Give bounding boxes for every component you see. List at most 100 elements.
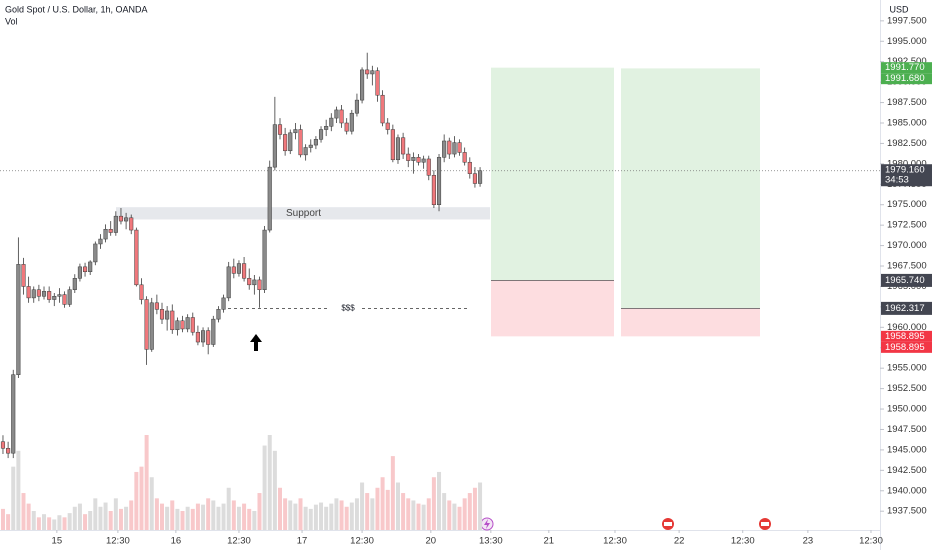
candle-body xyxy=(108,228,113,233)
candle-body xyxy=(118,215,124,222)
volume-bar xyxy=(283,498,288,530)
candle-body xyxy=(411,157,416,161)
volume-title: Vol xyxy=(5,16,18,26)
candle-body xyxy=(344,122,349,132)
candle-body xyxy=(195,331,200,343)
volume-bar xyxy=(431,477,436,530)
volume-bar xyxy=(442,493,447,530)
price-badge xyxy=(881,273,932,287)
candle-body xyxy=(16,264,21,375)
volume-bar xyxy=(467,493,472,530)
volume-bar xyxy=(334,498,339,530)
candle-body xyxy=(41,291,47,297)
price-badge-label: 1991.680 xyxy=(885,73,925,84)
volume-bar xyxy=(421,504,426,530)
volume-bar xyxy=(195,503,200,530)
candle-body xyxy=(200,330,206,343)
candle-body xyxy=(77,266,82,279)
x-tick-label: 16 xyxy=(171,536,182,547)
y-tick-label: 1942.500 xyxy=(887,465,927,476)
candle-body xyxy=(334,109,339,119)
candle-body xyxy=(159,309,165,320)
price-badge xyxy=(881,330,932,342)
volume-bar xyxy=(462,498,467,530)
x-tick-label: 22 xyxy=(674,536,685,547)
candle-body xyxy=(257,279,262,290)
candle-body xyxy=(457,142,462,153)
candle-body xyxy=(339,109,344,124)
volume-bar xyxy=(370,498,375,530)
x-tick-label: 13:30 xyxy=(479,536,503,547)
volume-bar xyxy=(170,500,175,530)
volume-bar xyxy=(360,482,365,530)
volume-bar xyxy=(272,450,277,530)
x-tick-label: 17 xyxy=(297,536,308,547)
volume-bar xyxy=(129,500,134,530)
volume-bar xyxy=(108,511,113,530)
candle-body xyxy=(288,132,293,152)
candle-body xyxy=(113,215,118,233)
candle-body xyxy=(144,299,149,350)
volume-bar xyxy=(83,514,88,530)
volume-bar xyxy=(329,503,334,530)
candle-body xyxy=(231,266,236,274)
candle-body xyxy=(401,137,406,155)
volume-bar xyxy=(437,471,442,530)
candle-body xyxy=(36,289,41,297)
volume-bar xyxy=(93,498,98,530)
volume-bar xyxy=(416,503,421,530)
volume-bar xyxy=(247,508,252,530)
y-tick-label: 1940.000 xyxy=(887,485,927,496)
y-tick-label: 1995.000 xyxy=(887,36,927,47)
candle-body xyxy=(0,441,6,449)
candle-body xyxy=(247,278,252,286)
volume-bar xyxy=(262,445,267,530)
x-tick-label: 12:30 xyxy=(350,536,374,547)
candle-body xyxy=(272,124,277,168)
candle-body xyxy=(47,291,52,300)
y-tick-label: 1997.500 xyxy=(887,15,927,26)
candle-body xyxy=(170,310,175,331)
candle-body xyxy=(442,140,447,158)
candle-body xyxy=(431,175,436,205)
candle-body xyxy=(426,158,431,176)
volume-bar xyxy=(31,511,36,530)
price-badge xyxy=(881,341,932,353)
support-zone xyxy=(116,207,490,220)
candle-body xyxy=(390,129,395,161)
x-tick-label: 21 xyxy=(544,536,555,547)
x-tick-label: 12:30 xyxy=(859,536,883,547)
volume-bar xyxy=(478,482,483,530)
candle-body xyxy=(462,152,467,163)
volume-bar xyxy=(452,503,457,530)
candle-body xyxy=(252,279,257,286)
volume-bar xyxy=(472,487,477,530)
volume-bar xyxy=(52,519,57,530)
candle-body xyxy=(175,320,180,331)
volume-bar xyxy=(221,503,226,530)
volume-bar xyxy=(165,506,170,530)
volume-bar xyxy=(124,506,129,530)
volume-bar xyxy=(375,487,380,530)
candle-body xyxy=(129,217,134,231)
volume-bar xyxy=(390,456,395,530)
volume-bar xyxy=(118,508,123,530)
candle-body xyxy=(395,137,401,161)
volume-bar xyxy=(180,511,185,530)
candle-body xyxy=(149,302,154,350)
volume-bar xyxy=(149,477,154,530)
candle-body xyxy=(57,294,62,297)
volume-bar xyxy=(42,514,47,530)
volume-bar xyxy=(339,500,344,530)
volume-bar xyxy=(349,502,354,530)
y-tick-label: 1972.500 xyxy=(887,220,927,231)
candle-body xyxy=(380,94,385,124)
candle-body xyxy=(267,166,272,231)
loss-zone xyxy=(491,280,614,337)
volume-bar xyxy=(324,506,329,530)
volume-bar xyxy=(226,487,231,530)
price-badge xyxy=(881,301,932,315)
price-badge xyxy=(881,73,932,85)
candle-body xyxy=(472,173,477,184)
candle-body xyxy=(416,157,421,163)
